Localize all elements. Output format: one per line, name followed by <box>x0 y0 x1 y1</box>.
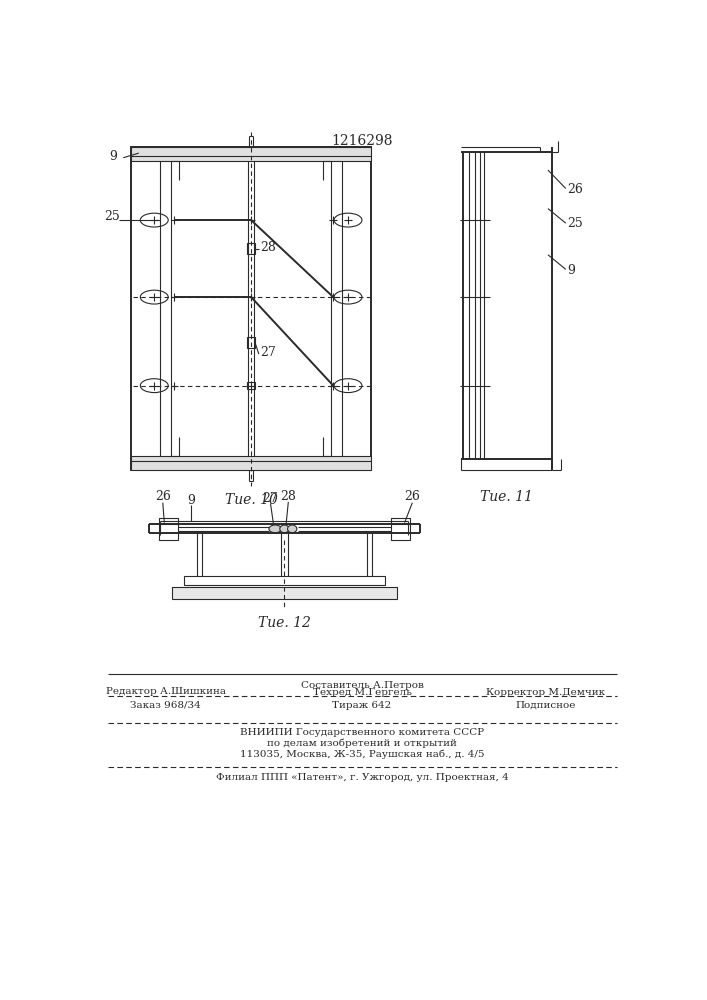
Text: 1216298: 1216298 <box>331 134 392 148</box>
Ellipse shape <box>280 525 289 533</box>
Bar <box>247 337 255 348</box>
Ellipse shape <box>288 525 297 533</box>
Ellipse shape <box>140 290 168 304</box>
Text: Τие. 10: Τие. 10 <box>225 493 278 507</box>
Ellipse shape <box>140 213 168 227</box>
Text: по делам изобретений и открытий: по делам изобретений и открытий <box>267 738 457 748</box>
Text: Τие. 12: Τие. 12 <box>258 616 311 630</box>
Text: Τие. 11: Τие. 11 <box>481 490 533 504</box>
Text: 28: 28 <box>281 490 296 503</box>
Text: Подписное: Подписное <box>515 701 575 710</box>
Bar <box>131 147 371 470</box>
Text: 27: 27 <box>260 346 276 359</box>
Text: Составитель А.Петров: Составитель А.Петров <box>300 681 423 690</box>
Bar <box>131 147 371 161</box>
Bar <box>247 382 255 389</box>
Text: 113035, Москва, Ж-35, Раушская наб., д. 4/5: 113035, Москва, Ж-35, Раушская наб., д. … <box>240 749 484 759</box>
Text: 27: 27 <box>262 492 279 505</box>
Text: 26: 26 <box>567 183 583 196</box>
Text: 9: 9 <box>567 264 575 277</box>
Text: Корректор М.Демчик: Корректор М.Демчик <box>486 688 605 697</box>
Bar <box>247 243 255 254</box>
Bar <box>159 518 177 540</box>
Text: 9: 9 <box>187 494 195 507</box>
Text: Филиал ППП «Патент», г. Ужгород, ул. Проектная, 4: Филиал ППП «Патент», г. Ужгород, ул. Про… <box>216 773 508 782</box>
Ellipse shape <box>334 213 362 227</box>
Text: Техред М.Гергель: Техред М.Гергель <box>312 688 411 697</box>
Bar <box>392 518 410 540</box>
Bar <box>184 576 385 585</box>
Ellipse shape <box>269 525 281 533</box>
Text: 25: 25 <box>104 210 119 223</box>
Text: 25: 25 <box>567 217 583 230</box>
Bar <box>131 456 371 470</box>
Ellipse shape <box>334 379 362 393</box>
Text: ВНИИПИ Государственного комитета СССР: ВНИИПИ Государственного комитета СССР <box>240 728 484 737</box>
Bar <box>172 587 397 599</box>
Text: Заказ 968/34: Заказ 968/34 <box>131 701 201 710</box>
Ellipse shape <box>334 290 362 304</box>
Text: 26: 26 <box>155 490 170 503</box>
Text: Редактор А.Шишкина: Редактор А.Шишкина <box>106 687 226 696</box>
Text: 9: 9 <box>110 150 117 163</box>
Text: 26: 26 <box>404 490 420 503</box>
Text: Тираж 642: Тираж 642 <box>332 701 392 710</box>
Ellipse shape <box>140 379 168 393</box>
Text: 28: 28 <box>260 241 276 254</box>
